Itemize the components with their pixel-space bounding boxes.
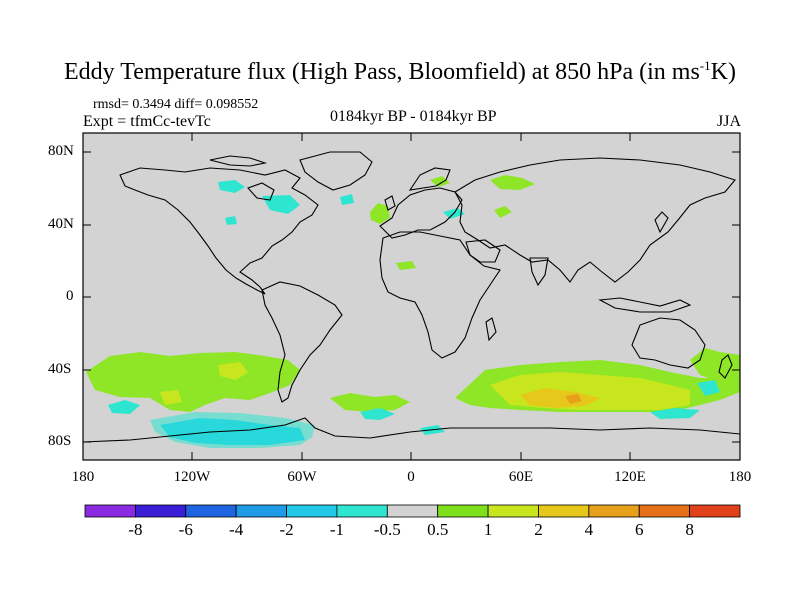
- negative-spot-greenland: [340, 194, 354, 205]
- level2-spot-pacific: [218, 362, 248, 380]
- lon-label-60e: 60E: [508, 469, 534, 485]
- lon-ticks: [191, 133, 631, 460]
- colorbar-box-6: [386, 504, 439, 518]
- colorbar-label-8: 2: [534, 520, 543, 539]
- coastline-british-isles: [384, 195, 396, 211]
- negative-spot-tasman: [697, 380, 720, 396]
- coastline-arctic-islands: [209, 155, 268, 167]
- coastline-indonesia: [598, 297, 692, 313]
- positive-region-south-atlantic: [330, 393, 410, 412]
- colorbar-label-3: -2: [279, 520, 294, 539]
- positive-region-east-australia: [690, 348, 740, 385]
- stats-line: rmsd= 0.3494 diff= 0.098552: [93, 97, 259, 112]
- coastline-south-america: [261, 281, 343, 403]
- positive-spot-west-siberia: [430, 176, 450, 187]
- colorbar-label-10: 6: [634, 520, 644, 539]
- colorbar-box-5: [336, 504, 388, 518]
- lon-label-0: 0: [407, 469, 415, 485]
- colorbar-box-10: [588, 504, 640, 518]
- negative-spot-south-atlantic: [360, 408, 395, 420]
- lat-label-80s: 80S: [48, 433, 72, 449]
- coastline-hudson-bay: [247, 182, 275, 201]
- positive-spot-europe: [494, 206, 512, 218]
- lat-label-80n: 80N: [48, 143, 74, 159]
- negative-region-antarctic-pacific-outer: [150, 412, 315, 448]
- season-label: JJA: [717, 113, 742, 130]
- colorbar: [84, 504, 741, 518]
- lon-label-60w: 60W: [287, 469, 317, 485]
- colorbar-box-7: [437, 504, 489, 518]
- coastline-north-america: [119, 167, 319, 295]
- colorbar-label-6: 0.5: [427, 520, 449, 539]
- period-label: 0184kyr BP - 0184kyr BP: [330, 108, 497, 125]
- colorbar-label-9: 4: [584, 520, 594, 539]
- negative-spot-south-pacific: [108, 400, 140, 414]
- positive-spot-north-atlantic: [370, 203, 390, 224]
- positive-region-south-pacific: [86, 352, 300, 412]
- colorbar-box-2: [185, 504, 237, 518]
- coastlines: [82, 151, 741, 443]
- lon-label-180w: 180: [71, 469, 95, 485]
- plot-title: Eddy Temperature flux (High Pass, Bloomf…: [64, 58, 736, 85]
- coastline-africa: [379, 231, 501, 359]
- lat-label-40s: 40S: [48, 361, 72, 377]
- level2-spot-pacific-b: [160, 390, 182, 405]
- colorbar-box-12: [689, 504, 741, 518]
- lon-label-120e: 120E: [614, 469, 646, 485]
- colorbar-box-4: [286, 504, 338, 518]
- level4-region-south-indian: [520, 388, 600, 408]
- lat-label-40n: 40N: [48, 216, 74, 232]
- negative-spot-canada: [218, 180, 245, 193]
- colorbar-label-11: 8: [685, 520, 694, 539]
- colorbar-label-7: 1: [483, 520, 493, 539]
- level6-spot: [565, 394, 582, 404]
- colorbar-box-9: [538, 504, 590, 518]
- coastline-scandinavia: [408, 167, 451, 191]
- colorbar-box-8: [487, 504, 539, 518]
- lat-ticks: [83, 151, 740, 443]
- experiment-label: Expt = tfmCc-tevTc: [83, 113, 211, 130]
- coastline-antarctica: [82, 417, 741, 443]
- colorbar-label-4: -1: [329, 520, 345, 539]
- coastline-japan: [654, 211, 669, 234]
- positive-spot-africa: [396, 261, 416, 270]
- colorbar-label-2: -4: [229, 520, 244, 539]
- coastline-new-zealand: [718, 354, 733, 379]
- lon-label-120w: 120W: [173, 469, 211, 485]
- colorbar-box-3: [235, 504, 287, 518]
- coastline-greenland: [299, 151, 373, 191]
- lat-label-0: 0: [66, 288, 74, 304]
- negative-spot-north-america: [225, 216, 237, 225]
- positive-spot-siberia: [490, 175, 535, 190]
- coastline-europe: [379, 187, 463, 239]
- coastline-arabia: [465, 239, 501, 263]
- colorbar-label-0: -8: [128, 520, 143, 539]
- lon-label-180e: 180: [728, 469, 752, 485]
- colorbar-box-0: [84, 504, 136, 518]
- coastline-australia: [631, 317, 706, 369]
- coastline-madagascar: [485, 317, 497, 342]
- coastline-india: [529, 257, 549, 287]
- coastline-asia: [454, 157, 736, 283]
- colorbar-label-5: -0.5: [373, 520, 401, 539]
- negative-spot-hudson: [262, 195, 300, 214]
- anomaly-contours: [86, 175, 740, 448]
- colorbar-box-1: [134, 504, 187, 518]
- negative-spot-south-indian: [650, 408, 700, 419]
- colorbar-box-11: [638, 504, 691, 518]
- colorbar-label-1: -6: [178, 520, 193, 539]
